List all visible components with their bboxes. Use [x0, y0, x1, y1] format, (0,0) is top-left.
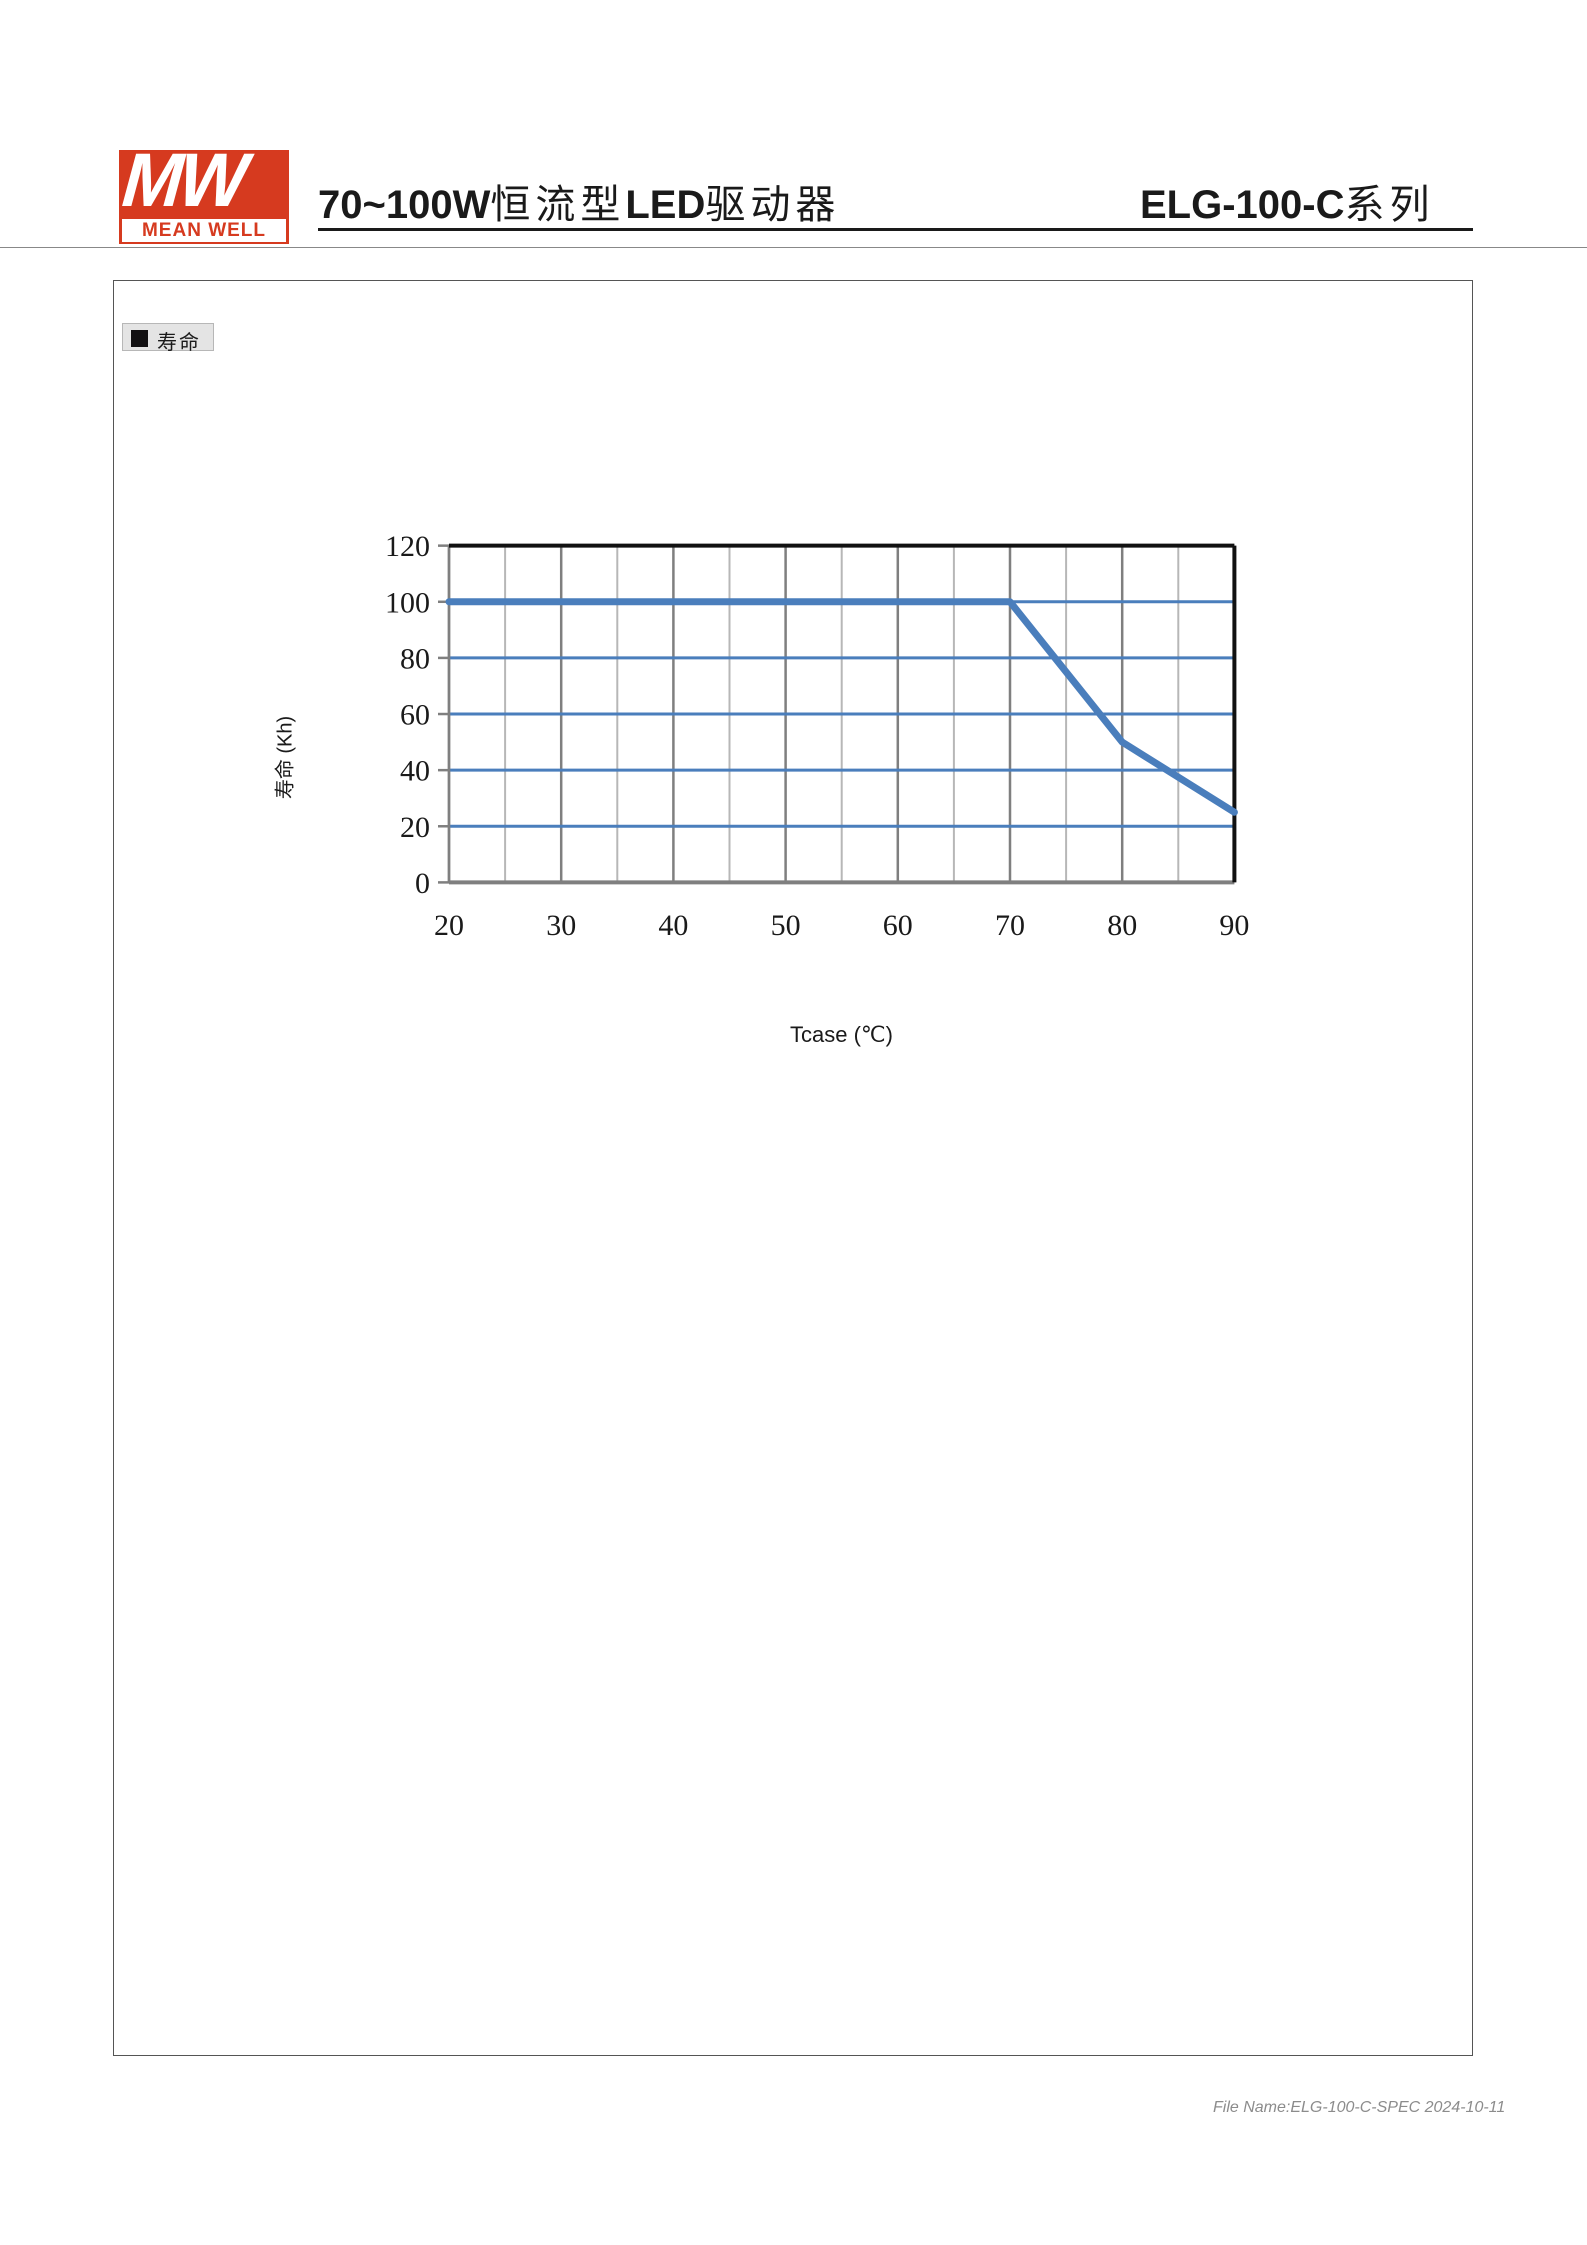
svg-text:90: 90: [1219, 909, 1249, 942]
svg-text:20: 20: [434, 909, 464, 942]
svg-text:80: 80: [1107, 909, 1137, 942]
svg-text:20: 20: [400, 811, 430, 844]
svg-text:40: 40: [658, 909, 688, 942]
svg-text:60: 60: [883, 909, 913, 942]
svg-text:40: 40: [400, 755, 430, 788]
svg-text:80: 80: [400, 642, 430, 675]
svg-text:30: 30: [546, 909, 576, 942]
svg-text:70: 70: [995, 909, 1025, 942]
svg-text:120: 120: [385, 530, 430, 563]
svg-text:60: 60: [400, 699, 430, 732]
svg-text:0: 0: [415, 867, 430, 900]
svg-text:100: 100: [385, 586, 430, 619]
svg-text:50: 50: [771, 909, 801, 942]
